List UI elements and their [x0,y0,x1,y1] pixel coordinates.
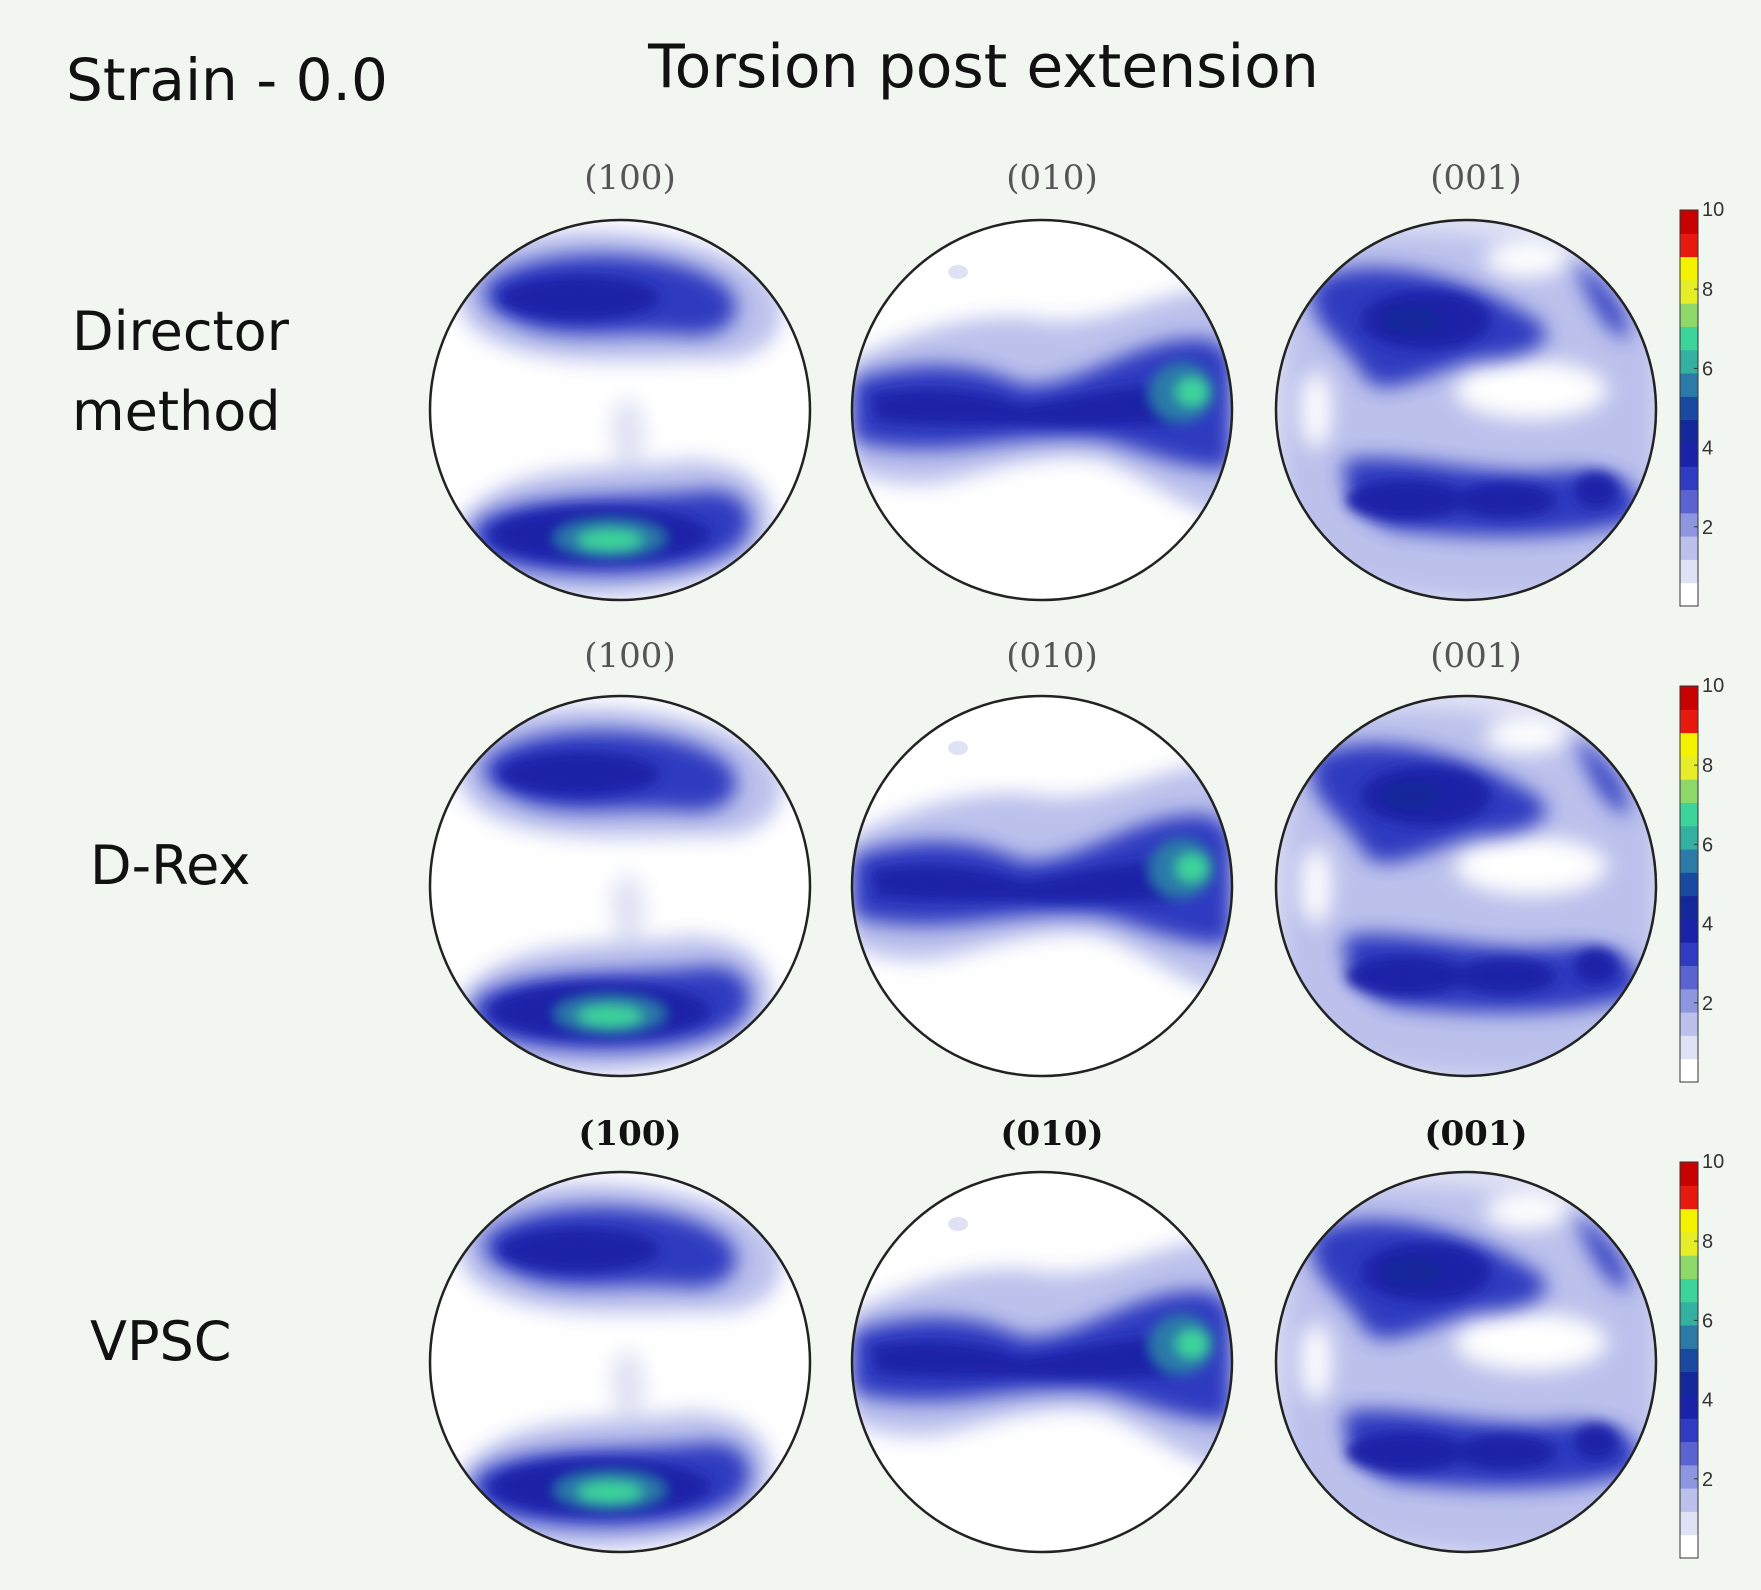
colorbar-tick-label: 2 [1702,1469,1713,1491]
colorbar-segment [1680,686,1698,710]
colorbar-segment [1680,802,1698,827]
pole-figure-010 [850,218,1234,602]
pole-figure-010 [850,694,1234,1078]
colorbar-tick-label: 8 [1702,1231,1713,1253]
strain-label: Strain - 0.0 [66,46,388,114]
colorbar-segment [1680,1488,1698,1512]
colorbar-segment [1680,326,1698,351]
colorbar-tick-label: 8 [1702,279,1713,301]
colorbar-border [1679,1161,1699,1559]
colorbar: 2 4 6 8 10 [1679,200,1724,607]
pole-title: (100) [584,636,676,676]
colorbar-segment [1680,1185,1698,1210]
colorbar-segment [1680,895,1698,920]
pole-title: (001) [1430,158,1522,198]
row-label-line: Director [72,300,289,363]
row-label-director: Director method [72,292,372,452]
colorbar-segment [1680,1255,1698,1279]
colorbar-segment [1680,256,1698,281]
row-label-drex: D-Rex [90,826,390,906]
colorbar-segment [1680,872,1698,897]
colorbar-border [1679,685,1699,1083]
colorbar-segment [1680,1371,1698,1396]
colorbar-segment [1680,1012,1698,1036]
colorbar-segment [1680,466,1698,491]
colorbar-tick-label: 4 [1702,438,1713,460]
colorbar-tick-label: 4 [1702,914,1713,936]
colorbar-segment [1680,536,1698,560]
colorbar-tick-label: 10 [1702,1152,1724,1173]
colorbar-segment [1680,233,1698,258]
pole-title: (100) [578,1114,682,1154]
colorbar-segment [1680,942,1698,967]
colorbar-segment [1680,1534,1698,1559]
colorbar-segment [1680,349,1698,374]
colorbar-segment [1680,1301,1698,1326]
colorbar-tick-label: 2 [1702,517,1713,539]
colorbar-segment [1680,1058,1698,1083]
colorbar: 2 4 6 8 10 [1679,676,1724,1083]
pole-figure-001 [1274,218,1658,602]
colorbar-segment [1680,512,1698,537]
pole-title: (001) [1430,636,1522,676]
page-title: Torsion post extension [648,32,1319,102]
colorbar-segment [1680,755,1698,780]
colorbar-tick-label: 4 [1702,1390,1713,1412]
row-label-line: method [72,380,281,443]
colorbar-segment [1680,210,1698,234]
colorbar-segment [1680,489,1698,514]
pole-figure-100 [428,1170,812,1554]
colorbar-segment [1680,779,1698,803]
colorbar-segment [1680,825,1698,850]
colorbar-segment [1680,419,1698,444]
row-label-vpsc: VPSC [90,1302,390,1382]
pole-figure-100 [428,694,812,1078]
colorbar-tick-label: 10 [1702,200,1724,221]
colorbar-tick-label: 8 [1702,755,1713,777]
colorbar-segment [1680,988,1698,1013]
colorbar-segment [1680,1348,1698,1373]
colorbar-tick-label: 6 [1702,1310,1713,1332]
pole-figure-100 [428,218,812,602]
colorbar-segment [1680,442,1698,467]
colorbar-segment [1680,732,1698,757]
pole-figure-010 [850,1170,1234,1554]
row-label-line: D-Rex [90,834,251,897]
colorbar-segment [1680,303,1698,327]
colorbar-segment [1680,373,1698,397]
colorbar: 2 4 6 8 10 [1679,1152,1724,1559]
colorbar-segment [1680,709,1698,734]
pole-title: (010) [1006,158,1098,198]
colorbar-segment [1680,1208,1698,1233]
colorbar-segment [1680,396,1698,421]
colorbar-segment [1680,279,1698,304]
colorbar-segment [1680,1441,1698,1466]
colorbar-segment [1680,965,1698,990]
colorbar-segment [1680,1162,1698,1186]
pole-title: (010) [1006,636,1098,676]
colorbar-segment [1680,1231,1698,1256]
colorbar-tick-label: 10 [1702,676,1724,697]
colorbar-segment [1680,1464,1698,1489]
pole-title: (010) [1000,1114,1104,1154]
colorbar-tick-label: 2 [1702,993,1713,1015]
pole-figure-001 [1274,694,1658,1078]
colorbar-segment [1680,559,1698,584]
colorbar-segment [1680,1394,1698,1419]
colorbar-segment [1680,849,1698,873]
colorbar-segment [1680,1418,1698,1443]
colorbar-segment [1680,1035,1698,1060]
colorbar-segment [1680,918,1698,943]
colorbar-tick-label: 6 [1702,358,1713,380]
row-label-line: VPSC [90,1310,232,1373]
colorbar-segment [1680,1325,1698,1349]
colorbar-segment [1680,1278,1698,1303]
colorbar-border [1679,209,1699,607]
pole-figure-001 [1274,1170,1658,1554]
pole-title: (100) [584,158,676,198]
colorbar-segment [1680,1511,1698,1536]
colorbar-tick-label: 6 [1702,834,1713,856]
colorbar-segment [1680,582,1698,607]
pole-title: (001) [1424,1114,1528,1154]
